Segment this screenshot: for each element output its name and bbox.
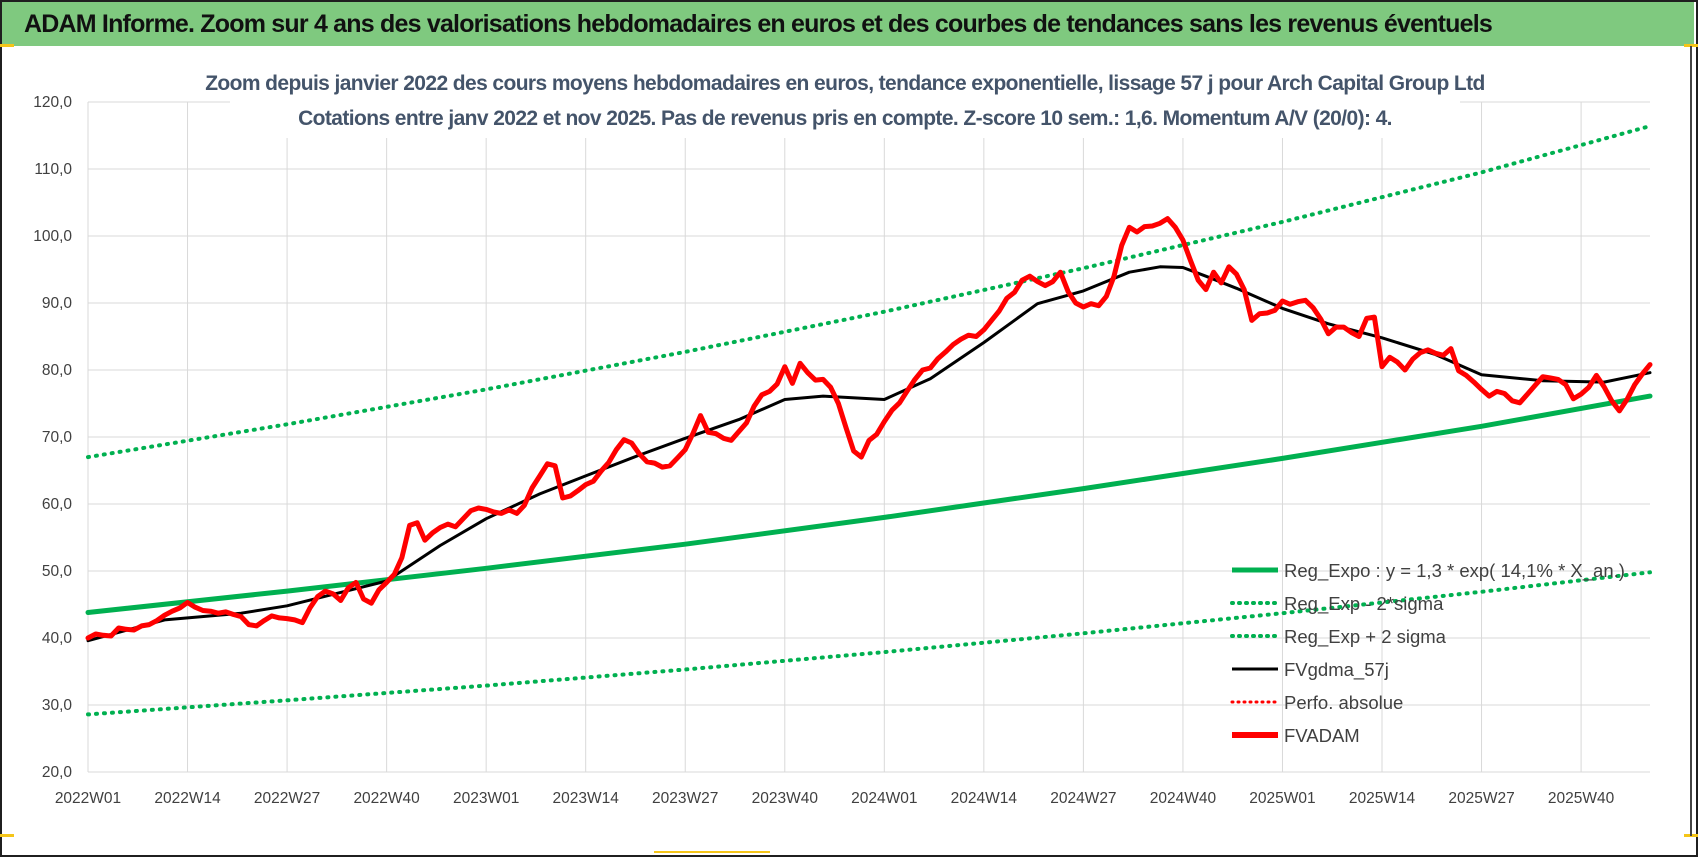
x-tick-label: 2025W27 — [1448, 790, 1514, 807]
chart-title: Zoom depuis janvier 2022 des cours moyen… — [205, 72, 1485, 95]
corner-mark — [654, 851, 770, 853]
series-fvgdma — [86, 265, 1652, 643]
y-tick-label: 60,0 — [42, 496, 73, 513]
x-tick-label: 2025W40 — [1548, 790, 1615, 807]
chart-subtitle: Cotations entre janv 2022 et nov 2025. P… — [298, 107, 1392, 130]
x-tick-label: 2024W27 — [1050, 790, 1116, 807]
corner-mark — [1684, 44, 1698, 47]
corner-mark — [0, 834, 14, 837]
x-tick-label: 2024W14 — [951, 790, 1018, 807]
page-title: ADAM Informe. Zoom sur 4 ans des valoris… — [2, 2, 1694, 46]
chart-title-box — [230, 64, 1460, 138]
legend: Reg_Expo : y = 1,3 * exp( 14,1% * X_an.)… — [1230, 560, 1625, 746]
legend-label-reg-expo: Reg_Expo : y = 1,3 * exp( 14,1% * X_an.) — [1284, 560, 1625, 582]
legend-label-reg-minus: Reg_Exp - 2*sigma — [1284, 593, 1444, 615]
x-tick-label: 2022W14 — [154, 790, 221, 807]
series-lines — [85, 216, 1653, 643]
x-tick-label: 2022W27 — [254, 790, 320, 807]
corner-mark — [0, 44, 14, 47]
x-tick-label: 2025W01 — [1249, 790, 1315, 807]
x-tick-label: 2023W40 — [752, 790, 819, 807]
x-tick-label: 2025W14 — [1349, 790, 1416, 807]
y-axis-ticks: 120,0 110,0 100,0 90,0 80,0 70,0 60,0 50,0 40,0 3… — [33, 94, 72, 781]
y-tick-label: 90,0 — [42, 295, 73, 312]
series-reg-minus-2sigma — [86, 570, 1652, 717]
x-tick-label: 2024W01 — [851, 790, 917, 807]
y-tick-label: 110,0 — [34, 161, 72, 178]
series-fvadam — [85, 216, 1653, 641]
y-tick-label: 80,0 — [42, 362, 73, 379]
x-axis-ticks: 2022W01 2022W14 2022W27 2022W40 2023W01 2023W… — [55, 790, 1615, 807]
legend-label-fvadam: FVADAM — [1284, 725, 1360, 746]
y-tick-label: 20,0 — [42, 764, 73, 781]
x-tick-label: 2022W40 — [353, 790, 420, 807]
x-tick-label: 2024W40 — [1150, 790, 1217, 807]
y-tick-label: 100,0 — [33, 228, 72, 245]
y-tick-label: 70,0 — [42, 429, 73, 446]
y-tick-label: 50,0 — [42, 563, 73, 580]
legend-label-reg-plus: Reg_Exp + 2 sigma — [1284, 626, 1447, 648]
x-tick-label: 2023W27 — [652, 790, 718, 807]
series-reg-plus-2sigma — [86, 124, 1652, 460]
y-tick-label: 30,0 — [42, 697, 73, 714]
y-tick-label: 120,0 — [33, 94, 72, 111]
x-tick-label: 2023W14 — [553, 790, 620, 807]
y-tick-label: 40,0 — [42, 630, 73, 647]
legend-label-perfo: Perfo. absolue — [1284, 692, 1403, 713]
x-tick-label: 2023W01 — [453, 790, 519, 807]
frame-edge — [1690, 46, 1692, 836]
x-tick-label: 2022W01 — [55, 790, 121, 807]
legend-label-fvgdma: FVgdma_57j — [1284, 659, 1389, 681]
